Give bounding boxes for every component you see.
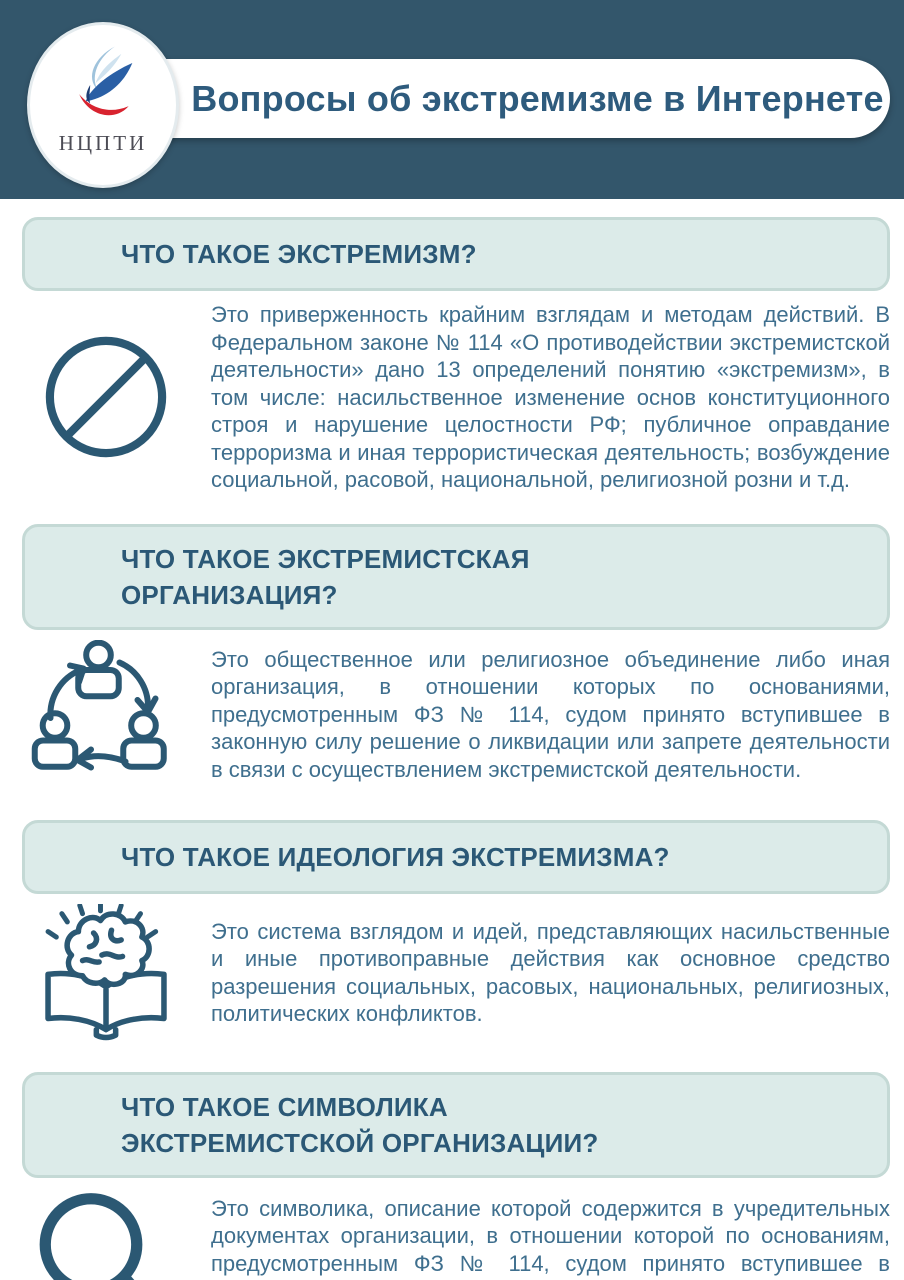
header-band: Вопросы об экстремизме в Интернете НЦПТИ <box>0 0 904 199</box>
section-body: Это приверженность крайним взглядам и ме… <box>211 302 890 492</box>
section-content-organization: Это общественное или религиозное объедин… <box>0 630 904 802</box>
section-bar-extremism: ЧТО ТАКОЕ ЭКСТРЕМИЗМ? <box>22 217 890 291</box>
section-body: Это общественное или религиозное объедин… <box>211 646 890 782</box>
section-bar-organization: ЧТО ТАКОЕ ЭКСТРЕМИСТСКАЯ ОРГАНИЗАЦИЯ? <box>22 523 890 630</box>
section-body: Это система взглядом и идей, представляю… <box>211 918 890 1027</box>
ncpti-swirl-icon <box>79 46 133 116</box>
people-cycle-icon <box>0 640 211 790</box>
section-title: ЧТО ТАКОЕ ИДЕОЛОГИЯ ЭКСТРЕМИЗМА? <box>121 841 670 872</box>
prohibition-icon <box>0 331 211 463</box>
magnifier-icon <box>0 1188 211 1280</box>
brain-book-icon <box>0 903 211 1042</box>
title-banner: Вопросы об экстремизме в Интернете <box>55 59 890 138</box>
section-title: ЧТО ТАКОЕ СИМВОЛИКА ЭКСТРЕМИСТСКОЙ ОРГАН… <box>121 1091 599 1158</box>
ncpti-logo: НЦПТИ <box>27 22 179 188</box>
section-content-symbols: Это символика, описание которой содержит… <box>0 1178 904 1280</box>
section-title: ЧТО ТАКОЕ ЭКСТРЕМИСТСКАЯ ОРГАНИЗАЦИЯ? <box>121 543 530 610</box>
section-bar-symbols: ЧТО ТАКОЕ СИМВОЛИКА ЭКСТРЕМИСТСКОЙ ОРГАН… <box>22 1071 890 1178</box>
logo-text: НЦПТИ <box>58 131 148 155</box>
section-body: Это символика, описание которой содержит… <box>211 1195 890 1280</box>
section-bar-ideology: ЧТО ТАКОЕ ИДЕОЛОГИЯ ЭКСТРЕМИЗМА? <box>22 819 890 894</box>
section-content-ideology: Это система взглядом и идей, представляю… <box>0 894 904 1054</box>
section-title: ЧТО ТАКОЕ ЭКСТРЕМИЗМ? <box>121 239 477 269</box>
page-title: Вопросы об экстремизме в Интернете <box>191 77 884 119</box>
section-content-extremism: Это приверженность крайним взглядам и ме… <box>0 291 904 506</box>
